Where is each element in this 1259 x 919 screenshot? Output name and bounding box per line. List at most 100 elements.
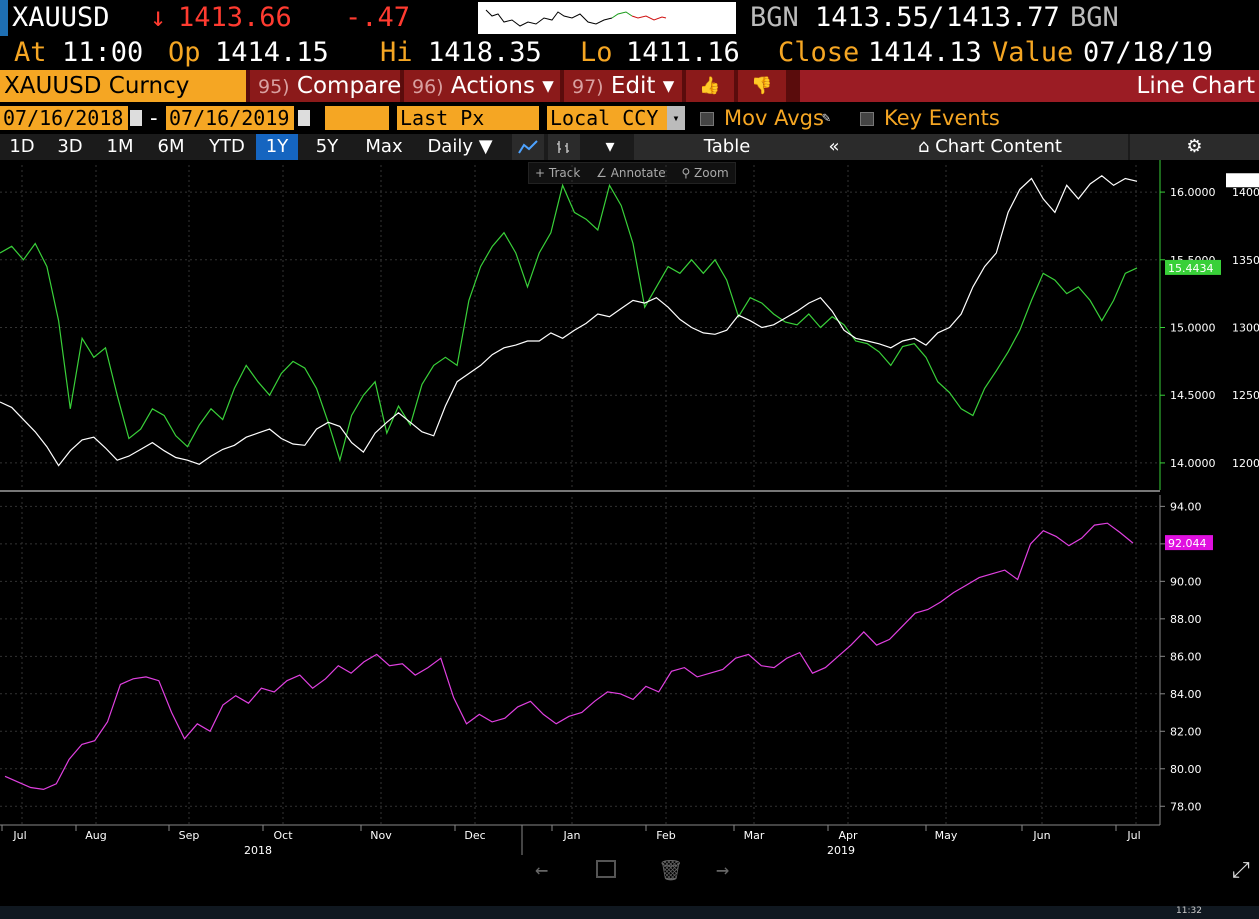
- end-date-field[interactable]: 07/16/2019: [166, 106, 294, 130]
- month-label: Apr: [838, 829, 858, 842]
- bid-price: 1413.55: [815, 2, 929, 33]
- mov-avgs-checkbox[interactable]: [700, 112, 714, 126]
- sparkline-svg: [485, 9, 667, 27]
- at-time: 11:00: [62, 37, 144, 68]
- edit-button[interactable]: 97) Edit ▾: [564, 70, 682, 102]
- value-date: 07/18/19: [1083, 37, 1214, 68]
- edit-number: 97): [572, 76, 604, 98]
- bar-chart-icon[interactable]: [548, 134, 580, 160]
- actions-button[interactable]: 96) Actions ▾: [404, 70, 560, 102]
- annotate-label: Annotate: [610, 166, 666, 180]
- intraday-sparkline: [478, 2, 736, 34]
- silver-series-line: [0, 183, 1138, 463]
- high-price: 1418.35: [428, 37, 542, 68]
- gold-last-badge: [1226, 173, 1259, 188]
- at-label: At: [14, 37, 47, 68]
- year-label-2019: 2019: [827, 844, 855, 857]
- chart-type-title[interactable]: Line Chart: [800, 70, 1259, 102]
- value-label: Value: [992, 37, 1074, 68]
- blank-field[interactable]: [325, 106, 389, 130]
- gold-last-label: 1413.: [1228, 174, 1259, 187]
- thumbs-up-icon[interactable]: 👍: [686, 70, 734, 102]
- silver-last-badge: [1165, 259, 1221, 275]
- ratio-tick-label: 80.00: [1170, 763, 1202, 776]
- quote-row-bottom: At 11:00 Op 1414.15 Hi 1418.35 Lo 1411.1…: [0, 36, 1259, 70]
- forward-arrow-icon[interactable]: →: [716, 858, 730, 883]
- month-label: Mar: [744, 829, 765, 842]
- chart-style-dropdown[interactable]: ▾: [605, 136, 615, 157]
- month-label: Jul: [1126, 829, 1140, 842]
- ratio-tick-label: 88.00: [1170, 613, 1202, 626]
- expand-icon[interactable]: ⤢: [1232, 858, 1250, 883]
- ratio-tick-label: 90.00: [1170, 575, 1202, 588]
- down-arrow-icon: ↓: [150, 2, 167, 33]
- month-label: Sep: [179, 829, 200, 842]
- silver-last-label: 15.4434: [1168, 262, 1214, 275]
- gold-series-line: [0, 175, 1138, 467]
- ratio-tick-label: 78.00: [1170, 800, 1202, 813]
- ask-price: 1413.77: [946, 2, 1060, 33]
- windows-taskbar: 11:32: [0, 906, 1259, 919]
- trash-icon[interactable]: 🗑: [658, 858, 684, 882]
- source-label: BGN: [750, 2, 799, 33]
- line-chart-icon[interactable]: [512, 134, 544, 160]
- gear-icon[interactable]: ⚙: [1130, 134, 1259, 160]
- ticker-marker: [0, 0, 8, 36]
- gold-tick-label: 1400: [1232, 186, 1259, 199]
- month-label: Dec: [464, 829, 485, 842]
- back-arrow-icon[interactable]: ←: [535, 858, 549, 883]
- chart-content-label: Chart Content: [935, 136, 1062, 157]
- field-select[interactable]: Last Px: [397, 106, 539, 130]
- low-label: Lo: [580, 37, 613, 68]
- comment-icon[interactable]: [596, 860, 616, 878]
- silver-tick-label: 16.0000: [1170, 186, 1216, 199]
- period-select[interactable]: Daily ▼: [427, 136, 493, 157]
- range-5y-button[interactable]: 5Y: [315, 136, 339, 157]
- gold-tick-label: 1350: [1232, 254, 1259, 267]
- open-label: Op: [168, 37, 201, 68]
- zoom-tool[interactable]: ⚲ Zoom: [681, 166, 729, 180]
- ticker-symbol[interactable]: XAUUSD: [12, 2, 110, 33]
- annotate-tool[interactable]: ∠ Annotate: [596, 166, 666, 180]
- thumbs-down-icon[interactable]: 👎: [738, 70, 786, 102]
- edit-label: Edit ▾: [610, 73, 675, 99]
- source-label-ask: BGN: [1070, 2, 1119, 33]
- compare-button[interactable]: 95) Compare: [250, 70, 402, 102]
- compare-number: 95): [258, 76, 290, 98]
- collapse-icon[interactable]: «: [820, 134, 848, 160]
- range-max-button[interactable]: Max: [365, 136, 403, 157]
- open-price: 1414.15: [215, 37, 329, 68]
- range-1y-button[interactable]: 1Y: [256, 134, 298, 160]
- currency-select[interactable]: Local CCY: [547, 106, 667, 130]
- ratio-tick-label: 86.00: [1170, 650, 1202, 663]
- actions-number: 96): [412, 76, 444, 98]
- gold-tick-label: 1300: [1232, 322, 1259, 335]
- range-6m-button[interactable]: 6M: [157, 136, 185, 157]
- taskbar-clock: 11:32: [1176, 906, 1202, 916]
- month-label: Jul: [12, 829, 26, 842]
- high-label: Hi: [380, 37, 413, 68]
- chevron-down-icon[interactable]: ▾: [667, 106, 685, 130]
- calendar-icon[interactable]: [130, 110, 142, 126]
- security-field[interactable]: XAUUSD Curncy: [0, 70, 246, 102]
- range-ytd-button[interactable]: YTD: [209, 136, 245, 157]
- table-button[interactable]: Table: [634, 134, 820, 160]
- key-events-checkbox[interactable]: [860, 112, 874, 126]
- month-label: Feb: [656, 829, 675, 842]
- ratio-series-line: [4, 522, 1134, 791]
- low-price: 1411.16: [626, 37, 740, 68]
- range-1d-button[interactable]: 1D: [9, 136, 35, 157]
- range-1m-button[interactable]: 1M: [106, 136, 134, 157]
- pencil-icon[interactable]: ✎: [822, 110, 831, 126]
- chart-content-button[interactable]: ⌂ Chart Content: [848, 134, 1128, 160]
- month-label: Jan: [563, 829, 581, 842]
- gold-tick-label: 1250: [1232, 389, 1259, 402]
- start-date-field[interactable]: 07/16/2018: [0, 106, 128, 130]
- chart-settings-row: 07/16/2018 - 07/16/2019 Last Px Local CC…: [0, 104, 1259, 132]
- compare-label: Compare: [296, 73, 402, 99]
- quote-row-top: XAUUSD ↓ 1413.66 -.47 BGN 1413.55 / 1413…: [0, 0, 1259, 36]
- calendar-icon-end[interactable]: [298, 110, 310, 126]
- chart-area[interactable]: 14.000014.500015.000015.500016.000012001…: [0, 160, 1259, 860]
- ratio-last-badge: [1165, 535, 1213, 551]
- range-3d-button[interactable]: 3D: [57, 136, 83, 157]
